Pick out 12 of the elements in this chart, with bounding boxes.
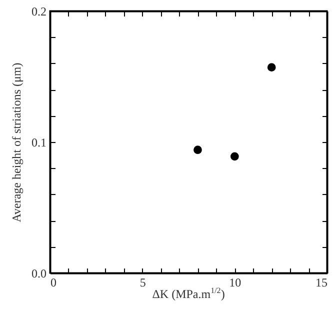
- x-tick-label: 5: [140, 276, 146, 290]
- y-tick-label: 0.2: [32, 4, 46, 18]
- x-tick-label: 10: [229, 276, 242, 290]
- x-tick-label: 15: [316, 276, 328, 290]
- y-axis-title: Average height of striations (μm): [10, 62, 24, 222]
- y-tick-label: 0.1: [32, 136, 46, 150]
- point: [230, 152, 239, 161]
- x-tick-label: 0: [50, 276, 56, 290]
- point: [194, 146, 202, 154]
- x-axis-title: ΔK (MPa.m$^{1/2}$): [152, 286, 225, 301]
- point: [267, 63, 276, 72]
- y-tick-label: 0.0: [32, 266, 46, 280]
